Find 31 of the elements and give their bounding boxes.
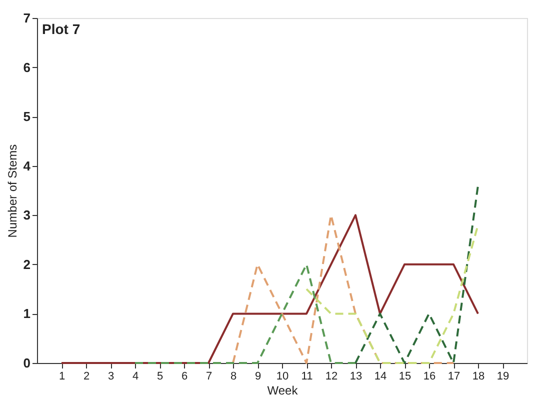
x-tick-label: 13 — [350, 370, 362, 382]
y-axis-title: Number of Stems — [5, 144, 20, 238]
y-tick-label: 4 — [23, 158, 32, 174]
x-tick-label: 5 — [156, 370, 164, 382]
y-tick-label: 7 — [23, 10, 30, 26]
x-axis-title: Week — [267, 384, 299, 398]
x-tick-label: 3 — [108, 370, 114, 382]
x-tick-label: 18 — [472, 370, 485, 382]
x-tick-label: 2 — [83, 370, 90, 382]
x-tick-label: 16 — [423, 370, 436, 382]
x-tick-label: 6 — [181, 370, 188, 382]
y-tick-label: 2 — [23, 256, 30, 272]
x-tick-label: 17 — [448, 370, 460, 382]
x-tick-label: 4 — [132, 370, 139, 382]
y-tick-label: 0 — [23, 356, 30, 370]
x-tick-label: 7 — [206, 370, 212, 382]
y-tick-label: 5 — [23, 109, 30, 124]
x-tick-label: 10 — [276, 370, 289, 382]
chart-title: Plot 7 — [42, 21, 80, 37]
x-tick-label: 15 — [398, 370, 412, 382]
x-tick-label: 14 — [374, 370, 387, 382]
x-tick-label: 19 — [496, 370, 510, 382]
x-tick-label: 8 — [230, 370, 237, 382]
x-tick-label: 1 — [58, 370, 66, 382]
y-tick-label: 6 — [23, 60, 30, 75]
y-tick-label: 3 — [23, 208, 30, 223]
x-tick-label: 12 — [325, 370, 338, 382]
y-tick-label: 1 — [23, 306, 30, 322]
line-series — [60, 214, 479, 364]
x-tick-label: 9 — [254, 370, 262, 382]
x-tick-label: 11 — [301, 370, 313, 382]
